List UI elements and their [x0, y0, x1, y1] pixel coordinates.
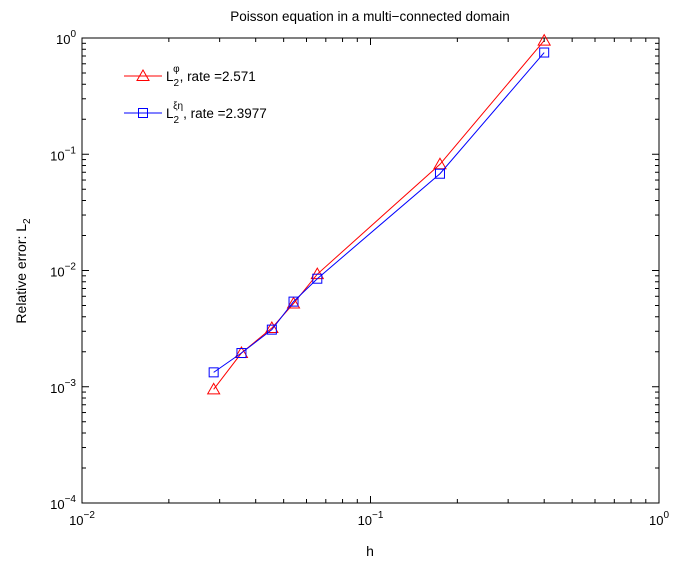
data-point-triangle — [537, 33, 552, 46]
data-point-triangle — [264, 321, 279, 334]
legend-entry-1: L2φ, rate =2.571 — [124, 64, 256, 89]
legend: L2φ, rate =2.571 L2ξη, rate =2.3977 — [124, 64, 267, 126]
data-point-square — [236, 348, 247, 359]
chart-title: Poisson equation in a multi−connected do… — [230, 9, 510, 24]
data-point-square — [288, 296, 299, 307]
plot-frame — [81, 37, 660, 504]
y-tick-label: 10−2 — [50, 262, 76, 280]
x-tick-label: 10−1 — [358, 510, 384, 528]
data-point-triangle — [206, 382, 221, 395]
legend-label: L2φ, rate =2.571 — [166, 64, 256, 89]
y-tick-label: 10−3 — [50, 378, 76, 396]
y-tick-label: 10−1 — [50, 145, 76, 163]
series-2 — [208, 47, 550, 378]
data-point-square — [208, 367, 219, 378]
data-point-square — [539, 47, 550, 58]
data-point-square — [434, 168, 445, 179]
legend-marker — [138, 108, 148, 118]
series-line — [213, 52, 545, 373]
x-tick-label: 10−2 — [69, 510, 95, 528]
y-tick-label: 100 — [56, 29, 76, 47]
x-tick-label: 100 — [649, 510, 669, 528]
series-layer — [206, 33, 552, 395]
y-axis-label-subscript: 2 — [22, 218, 33, 224]
x-axis-label: h — [366, 543, 374, 559]
legend-marker — [136, 68, 150, 81]
legend-entry-2: L2ξη, rate =2.3977 — [124, 101, 267, 126]
ticks-layer: 10−2 10−1 100 10−4 10−3 10−2 10−1 100 — [50, 29, 669, 528]
data-point-square — [312, 273, 323, 284]
plot-area — [81, 37, 660, 504]
y-axis-label-text: Relative error: L — [13, 224, 29, 324]
data-point-triangle — [286, 296, 301, 309]
svg-text:Relative error: L2: Relative error: L2 — [13, 218, 33, 324]
data-point-square — [266, 324, 277, 335]
y-axis-label: Relative error: L2 — [13, 218, 33, 324]
legend-label: L2ξη, rate =2.3977 — [166, 101, 267, 126]
y-tick-label: 10−4 — [50, 494, 76, 512]
